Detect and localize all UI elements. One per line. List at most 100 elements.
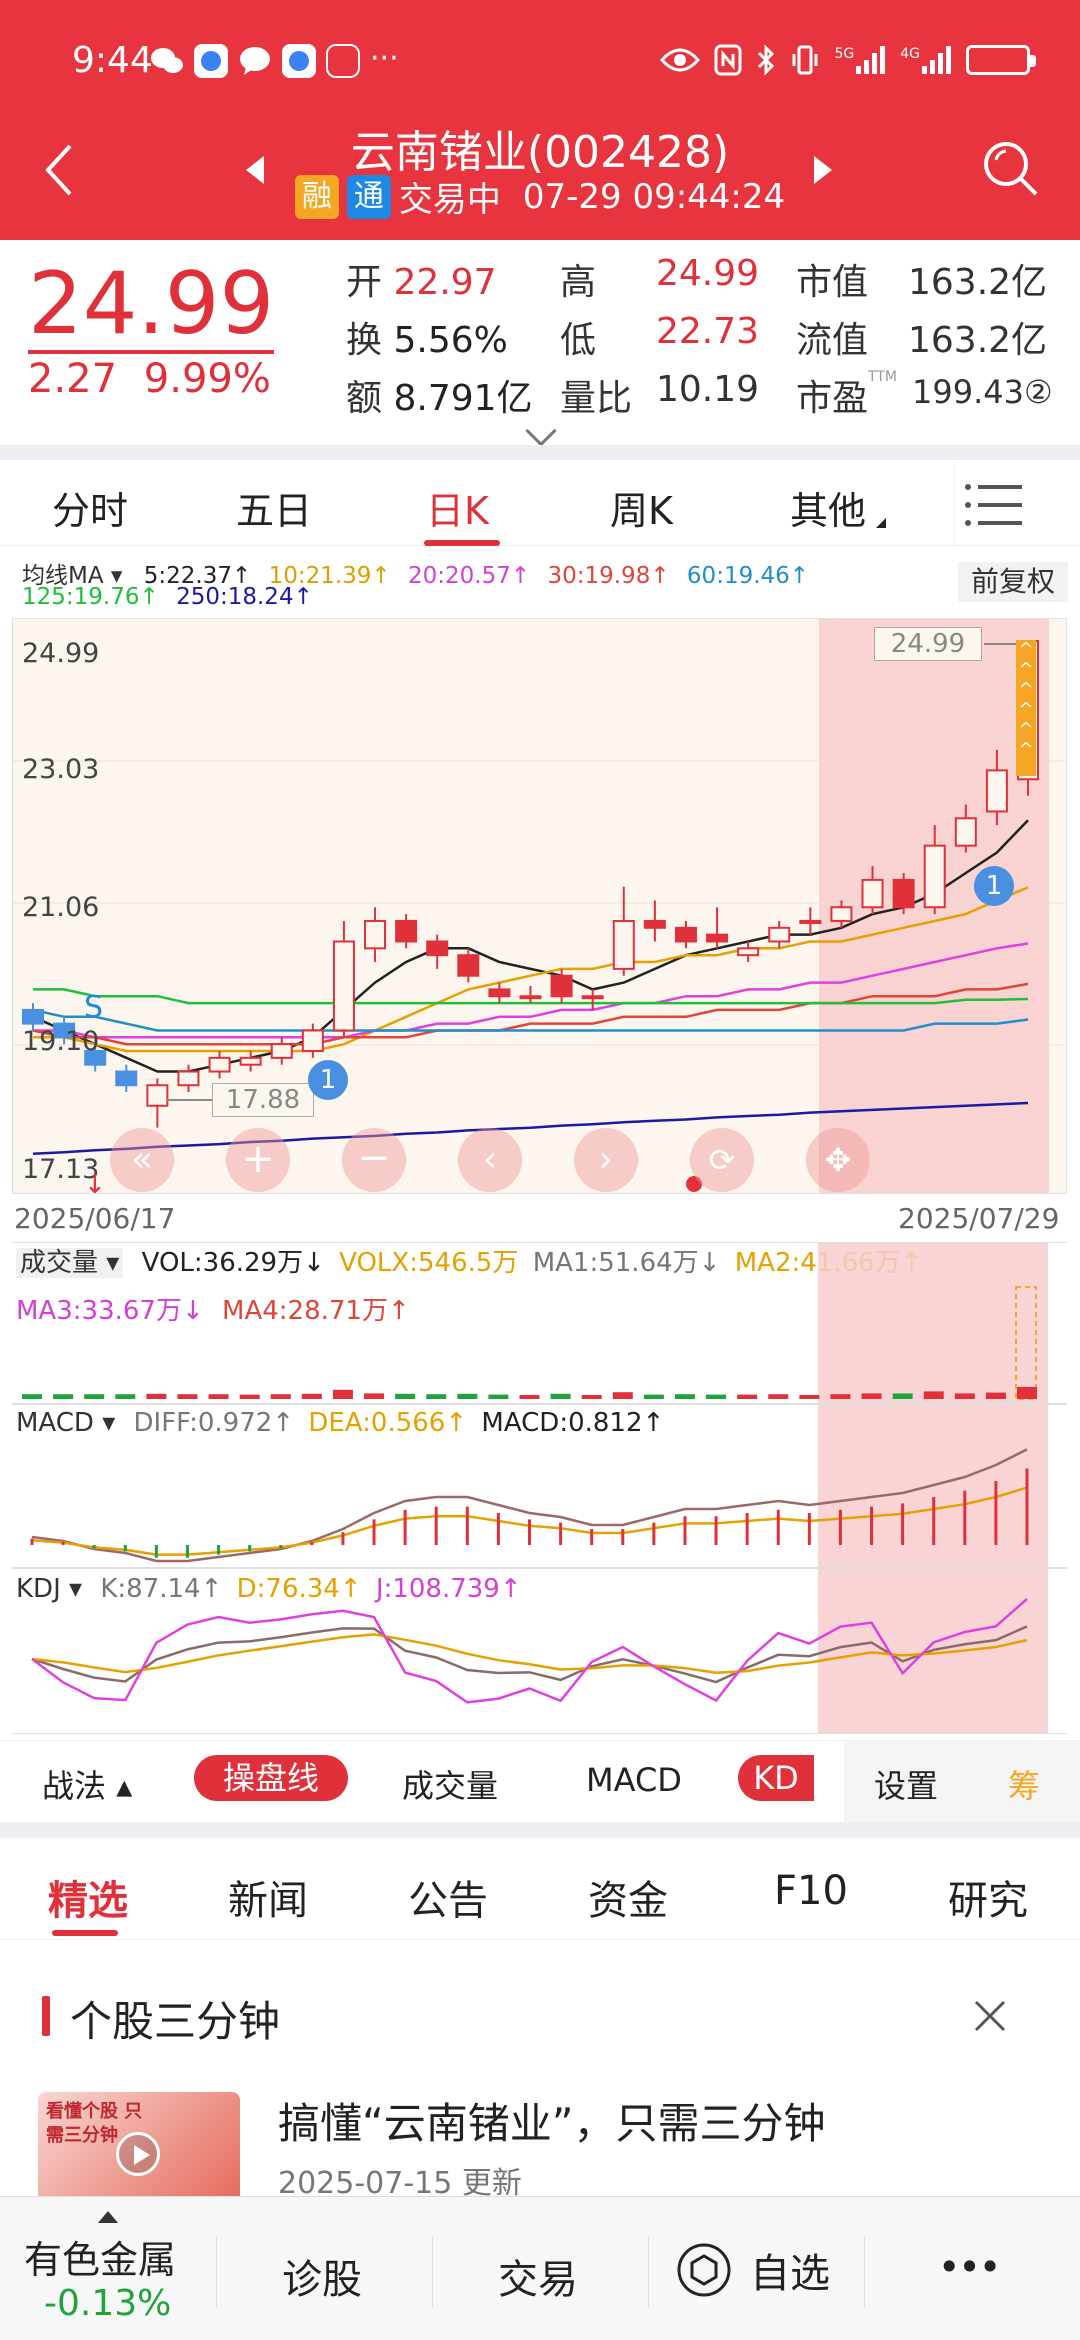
search-icon[interactable] [980, 138, 1040, 198]
strategy-button[interactable]: 战法 ▴ [42, 1767, 133, 1805]
candle-body [830, 906, 853, 922]
bottom-nav: 有色金属 -0.13% 诊股 交易 自选 ••• [0, 2196, 1080, 2340]
notification-icons: ··· [150, 44, 399, 78]
prev-stock-icon[interactable] [246, 156, 264, 184]
candle-body [426, 940, 449, 957]
macd-selector[interactable]: MACD ▾ [16, 1408, 116, 1438]
volume-legend-row2: MA3:33.67万↓ MA4:28.71万↑ [16, 1290, 410, 1327]
vol-ma1-value: MA1:51.64万↓ [532, 1248, 721, 1278]
volume-selector[interactable]: 成交量 ▾ [16, 1248, 124, 1278]
volume-bar [364, 1393, 385, 1399]
volume-bar [53, 1394, 74, 1399]
next-stock-icon[interactable] [814, 156, 832, 184]
change-amount: 2.27 [28, 356, 118, 402]
diagnose-button[interactable]: 诊股 [282, 2257, 362, 2303]
ma20-value: 20:20.57↑ [408, 563, 531, 589]
fullscreen-button[interactable]: ✥ [806, 1128, 870, 1192]
low-label: 低 [560, 320, 597, 361]
volume-bar [426, 1394, 447, 1399]
article-thumbnail[interactable]: 看懂个股 只需三分钟 [38, 2092, 240, 2202]
stock-title: 云南锗业(002428) [350, 127, 730, 178]
article-title[interactable]: 搞懂“云南锗业”，只需三分钟 [278, 2099, 826, 2148]
chart-menu-icon[interactable] [958, 480, 1028, 530]
adjust-button[interactable]: 前复权 [958, 562, 1068, 602]
vol-ma3-value: MA3:33.67万↓ [16, 1296, 204, 1326]
candle-body [22, 1008, 44, 1025]
signal-badge-1[interactable]: 1 [308, 1060, 348, 1100]
divider [0, 445, 1080, 460]
kdj-k-value: K:87.14↑ [100, 1574, 223, 1604]
watchlist-button[interactable]: 自选 [676, 2235, 830, 2305]
tab-announcements[interactable]: 公告 [408, 1878, 488, 1924]
volume-bar [457, 1393, 478, 1399]
volume-bar [892, 1393, 913, 1399]
connect-tag: 通 [346, 174, 391, 219]
watchlist-icon [677, 2243, 731, 2297]
macd-value: MACD:0.812↑ [481, 1408, 665, 1438]
down-arrow-marker: ↓ [84, 1170, 106, 1200]
macd-chart[interactable] [12, 1404, 1067, 1568]
zoom-in-button[interactable]: + [226, 1128, 290, 1192]
app-icon-3 [326, 44, 360, 78]
more-button[interactable]: ••• [938, 2245, 1001, 2289]
sector-change: -0.13% [44, 2283, 172, 2324]
tab-research[interactable]: 研究 [948, 1878, 1028, 1924]
back-icon[interactable] [40, 140, 80, 200]
volume-bar [643, 1394, 664, 1399]
candle-body [488, 988, 511, 998]
tab-featured[interactable]: 精选 [48, 1878, 128, 1924]
scroll-right-button[interactable]: › [574, 1128, 638, 1192]
kd-indicator-button[interactable]: KD [738, 1755, 814, 1801]
candle-body [861, 878, 884, 909]
volume-chart[interactable] [12, 1242, 1067, 1404]
scroll-left-fast-button[interactable]: « [110, 1128, 174, 1192]
volume-bar [768, 1394, 789, 1399]
candle-body [84, 1050, 107, 1066]
tab-daily-k[interactable]: 日K [426, 489, 489, 533]
candle-body [301, 1029, 324, 1053]
signal-badge-2[interactable]: 1 [974, 866, 1014, 906]
caopan-button[interactable]: 操盘线 [194, 1755, 348, 1801]
play-icon [116, 2132, 160, 2176]
ma-selector[interactable]: 均线MA ▾ [22, 563, 123, 589]
candle-body [177, 1070, 200, 1087]
zoom-out-button[interactable]: − [342, 1128, 406, 1192]
ma-line-ma20 [33, 942, 1029, 1039]
turnover-stat: 换 5.56% [346, 320, 508, 361]
trade-button[interactable]: 交易 [498, 2257, 578, 2303]
volume-bar [301, 1393, 322, 1399]
kline-chart[interactable] [12, 618, 1067, 1194]
settings-button[interactable]: 设置 [874, 1767, 939, 1805]
tab-f10[interactable]: F10 [774, 1868, 848, 1914]
low-price-marker: 17.88 [212, 1083, 314, 1117]
rotate-button[interactable]: ⟳ [690, 1128, 754, 1192]
volratio-label: 量比 [560, 378, 633, 419]
tab-five-day[interactable]: 五日 [236, 489, 313, 533]
volume-bar [270, 1394, 291, 1399]
volume-bar [799, 1395, 820, 1399]
chips-button[interactable]: 筹 [1008, 1767, 1041, 1805]
volume-indicator-button[interactable]: 成交量 [402, 1767, 499, 1805]
amount-stat: 额 8.791亿 [346, 378, 533, 419]
news-tab-indicator [52, 1930, 118, 1936]
tab-weekly-k[interactable]: 周K [610, 489, 673, 533]
macd-legend: MACD ▾ DIFF:0.972↑ DEA:0.566↑ MACD:0.812… [16, 1408, 664, 1438]
vibrate-icon [792, 45, 818, 75]
sector-name[interactable]: 有色金属 [24, 2238, 177, 2282]
macd-indicator-button[interactable]: MACD [586, 1761, 682, 1799]
stock-subtitle: 融 通 交易中 07-29 09:44:24 [0, 172, 1080, 221]
candle-body [643, 919, 666, 929]
kdj-j-value: J:108.739↑ [375, 1574, 522, 1604]
kdj-selector[interactable]: KDJ ▾ [16, 1574, 83, 1604]
tab-news[interactable]: 新闻 [228, 1878, 308, 1924]
nav-divider-4 [864, 2237, 865, 2307]
kdj-chart[interactable] [12, 1568, 1067, 1734]
scroll-left-button[interactable]: ‹ [458, 1128, 522, 1192]
close-icon[interactable] [970, 1996, 1010, 2036]
tab-funds[interactable]: 资金 [588, 1878, 668, 1924]
volratio-value: 10.19 [656, 369, 760, 410]
tab-intraday[interactable]: 分时 [52, 489, 129, 533]
volume-bar [488, 1394, 509, 1399]
macd-svg [30, 1405, 1048, 1567]
tab-other[interactable]: 其他 [790, 489, 867, 533]
